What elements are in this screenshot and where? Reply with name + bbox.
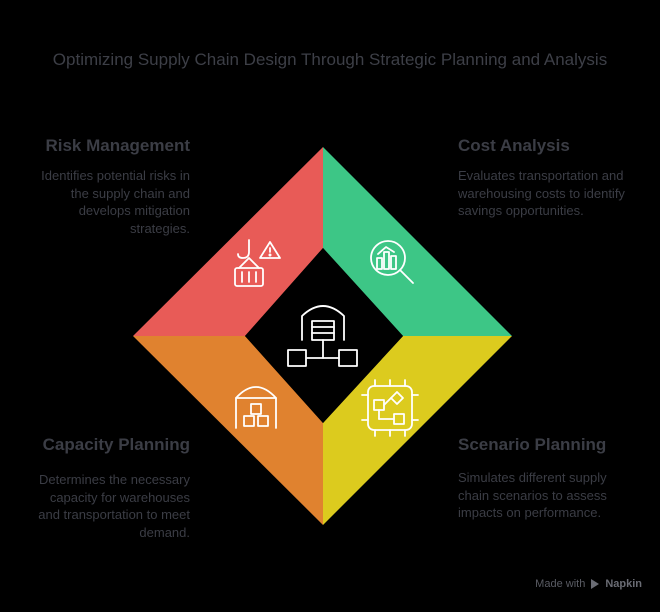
circuit-flow-icon: [361, 379, 419, 437]
risk-management-description: Identifies potential risks in the supply…: [41, 168, 190, 236]
capacity-planning-quadrant: [133, 336, 323, 525]
hook-crate-warning-icon: [234, 239, 281, 287]
napkin-brand: Napkin: [605, 578, 642, 590]
capacity-planning-description: Determines the necessary capacity for wa…: [38, 472, 190, 540]
made-with-label: Made with: [535, 578, 586, 590]
napkin-logo-icon: [591, 579, 600, 589]
made-with-napkin-footer: Made with Napkin: [535, 578, 642, 590]
scenario-planning-description: Simulates different supply chain scenari…: [458, 470, 607, 520]
risk-management-quadrant: [133, 147, 323, 336]
center-hole: [245, 248, 403, 423]
cost-analysis-heading: Cost Analysis: [458, 136, 570, 155]
cost-analysis-quadrant: [323, 147, 512, 336]
scenario-planning-heading: Scenario Planning: [458, 435, 607, 454]
magnifier-chart-icon: [370, 240, 414, 284]
capacity-planning-heading: Capacity Planning: [42, 435, 190, 454]
risk-management-heading: Risk Management: [45, 136, 190, 155]
scenario-planning-quadrant: [323, 336, 512, 525]
cost-analysis-description: Evaluates transportation and warehousing…: [458, 168, 625, 218]
diagram-title: Optimizing Supply Chain Design Through S…: [52, 50, 608, 69]
warehouse-boxes-icon: [235, 386, 277, 429]
warehouse-network-icon: [287, 305, 358, 367]
